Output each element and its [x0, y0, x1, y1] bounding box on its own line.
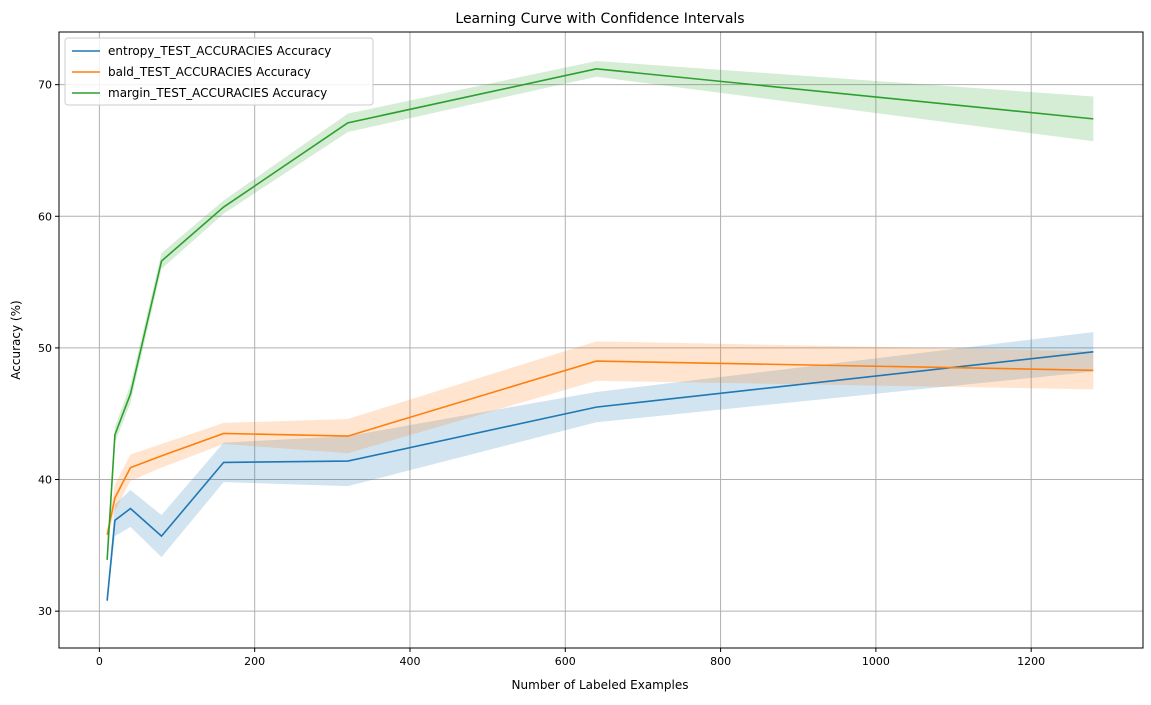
- legend: entropy_TEST_ACCURACIES Accuracy bald_TES…: [65, 38, 373, 105]
- x-tick-label: 200: [244, 655, 265, 668]
- y-axis-label: Accuracy (%): [9, 300, 23, 379]
- y-tick-label: 50: [38, 342, 52, 355]
- x-axis-label: Number of Labeled Examples: [512, 678, 689, 692]
- x-tick-label: 600: [555, 655, 576, 668]
- x-tick-label: 0: [96, 655, 103, 668]
- x-tick-label: 400: [399, 655, 420, 668]
- x-tick-label: 800: [710, 655, 731, 668]
- x-tick-label: 1000: [862, 655, 890, 668]
- legend-label: margin_TEST_ACCURACIES Accuracy: [108, 86, 327, 100]
- x-tick-label: 1200: [1017, 655, 1045, 668]
- legend-label: entropy_TEST_ACCURACIES Accuracy: [108, 44, 331, 58]
- y-tick-label: 60: [38, 210, 52, 223]
- chart-title: Learning Curve with Confidence Intervals: [455, 11, 744, 27]
- y-tick-label: 40: [38, 474, 52, 487]
- y-tick-label: 30: [38, 605, 52, 618]
- y-tick-label: 70: [38, 79, 52, 92]
- legend-label: bald_TEST_ACCURACIES Accuracy: [108, 65, 311, 79]
